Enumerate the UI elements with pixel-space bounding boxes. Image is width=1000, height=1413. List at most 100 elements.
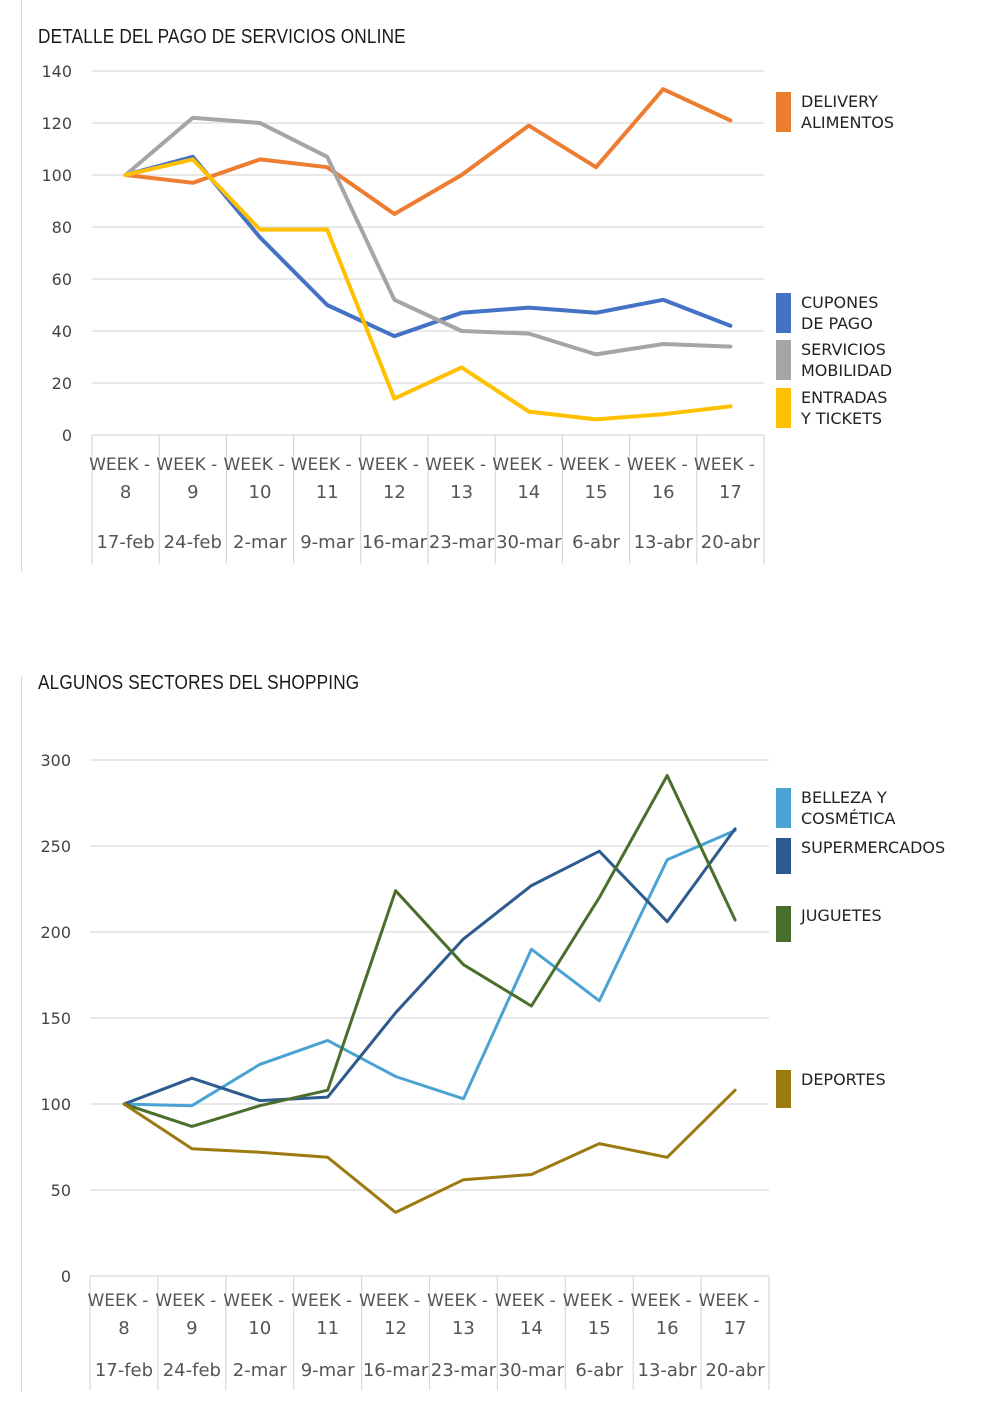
x-date-label: 20-abr [705, 1360, 765, 1381]
x-week-number: 14 [520, 1318, 543, 1339]
legend-label: DE PAGO [801, 314, 873, 333]
x-week-number: 14 [517, 482, 540, 503]
series-line [122, 827, 737, 1106]
x-week-number: 12 [383, 482, 406, 503]
chart-svg: 0 50 100 150 200 250 300 WEEK - 8 17-feb WEEK - 9 24… [40, 751, 945, 1390]
legend-label: JUGUETES [800, 906, 882, 925]
left-rule [21, 0, 22, 572]
x-week-label: WEEK - [155, 1291, 216, 1311]
y-tick-label: 120 [41, 114, 72, 133]
x-date-label: 17-feb [96, 532, 154, 553]
legend-swatch [776, 906, 791, 942]
x-date-label: 23-mar [429, 532, 495, 553]
y-tick-label: 80 [52, 218, 72, 237]
chart-title: DETALLE DEL PAGO DE SERVICIOS ONLINE [38, 26, 406, 48]
series-line [122, 829, 737, 1108]
x-date-label: 24-feb [164, 532, 222, 553]
series-line [123, 157, 733, 422]
x-date-label: 13-abr [634, 532, 694, 553]
x-week-label: WEEK - [560, 455, 621, 475]
chart-online-services: DETALLE DEL PAGO DE SERVICIOS ONLINE 0 20… [0, 0, 1000, 590]
x-week-number: 8 [120, 482, 131, 503]
x-date-label: 30-mar [496, 532, 562, 553]
x-week-label: WEEK - [224, 455, 285, 475]
series-line [123, 87, 733, 216]
y-tick-label: 150 [40, 1009, 71, 1028]
legend-label: SERVICIOS [801, 340, 886, 359]
x-week-number: 17 [719, 482, 742, 503]
x-date-label: 16-mar [363, 1360, 429, 1381]
legend-label: CUPONES [801, 293, 878, 312]
x-week-number: 12 [384, 1318, 407, 1339]
series-line [122, 1088, 737, 1214]
x-week-number: 16 [656, 1318, 679, 1339]
legend-swatch [776, 293, 791, 333]
chart-shopping-sectors: ALGUNOS SECTORES DEL SHOPPING 0 50 100 150 2… [0, 660, 1000, 1400]
legend-swatch [776, 92, 791, 132]
chart-svg: 0 20 40 60 80 100 120 140 WEEK - 8 17-feb WEEK - 9 24… [41, 62, 894, 564]
legend-swatch [776, 838, 791, 874]
y-tick-label: 250 [40, 837, 71, 856]
legend-swatch [776, 788, 791, 828]
x-date-label: 16-mar [362, 532, 428, 553]
x-week-number: 13 [450, 482, 473, 503]
y-tick-label: 50 [51, 1181, 71, 1200]
x-week-label: WEEK - [631, 1291, 692, 1311]
x-week-number: 13 [452, 1318, 475, 1339]
x-date-label: 6-abr [575, 1360, 623, 1381]
legend-label: Y TICKETS [800, 409, 882, 428]
x-date-label: 23-mar [431, 1360, 497, 1381]
x-week-number: 9 [187, 482, 198, 503]
x-week-label: WEEK - [291, 455, 352, 475]
x-week-label: WEEK - [699, 1291, 760, 1311]
x-week-number: 15 [588, 1318, 611, 1339]
legend-label: COSMÉTICA [801, 809, 896, 828]
legend-label: ALIMENTOS [801, 113, 894, 132]
series-line [122, 774, 737, 1128]
x-date-label: 17-feb [95, 1360, 153, 1381]
x-week-number: 16 [652, 482, 675, 503]
x-week-label: WEEK - [223, 1291, 284, 1311]
x-week-number: 15 [585, 482, 608, 503]
x-week-number: 8 [118, 1318, 129, 1339]
y-tick-label: 40 [52, 322, 72, 341]
x-date-label: 20-abr [701, 532, 761, 553]
x-week-number: 9 [186, 1318, 197, 1339]
x-week-label: WEEK - [425, 455, 486, 475]
x-date-label: 9-mar [300, 532, 355, 553]
left-rule [21, 676, 22, 1392]
legend-label: DEPORTES [801, 1070, 886, 1089]
legend-label: BELLEZA Y [801, 788, 887, 807]
legend-label: SUPERMERCADOS [801, 838, 945, 857]
x-week-number: 10 [248, 1318, 271, 1339]
x-week-label: WEEK - [87, 1291, 148, 1311]
x-week-label: WEEK - [359, 1291, 420, 1311]
x-date-label: 2-mar [233, 1360, 288, 1381]
x-date-label: 24-feb [163, 1360, 221, 1381]
legend-swatch [776, 1070, 791, 1108]
chart-title: ALGUNOS SECTORES DEL SHOPPING [38, 672, 360, 694]
x-week-label: WEEK - [358, 455, 419, 475]
legend-label: MOBILIDAD [801, 361, 892, 380]
x-week-number: 11 [316, 1318, 339, 1339]
legend-swatch [776, 388, 791, 428]
y-tick-label: 0 [61, 1267, 71, 1286]
y-tick-label: 20 [52, 374, 72, 393]
y-tick-label: 300 [40, 751, 71, 770]
x-date-label: 13-abr [638, 1360, 698, 1381]
y-tick-label: 60 [52, 270, 72, 289]
x-week-number: 10 [249, 482, 272, 503]
y-tick-label: 100 [40, 1095, 71, 1114]
y-tick-label: 140 [41, 62, 72, 81]
y-tick-label: 200 [40, 923, 71, 942]
x-week-number: 17 [724, 1318, 747, 1339]
x-week-label: WEEK - [495, 1291, 556, 1311]
x-date-label: 9-mar [301, 1360, 356, 1381]
x-date-label: 30-mar [499, 1360, 565, 1381]
y-tick-label: 0 [62, 426, 72, 445]
x-date-label: 2-mar [233, 532, 288, 553]
legend-label: DELIVERY [801, 92, 878, 111]
x-week-label: WEEK - [627, 455, 688, 475]
x-week-label: WEEK - [427, 1291, 488, 1311]
x-week-label: WEEK - [89, 455, 150, 475]
